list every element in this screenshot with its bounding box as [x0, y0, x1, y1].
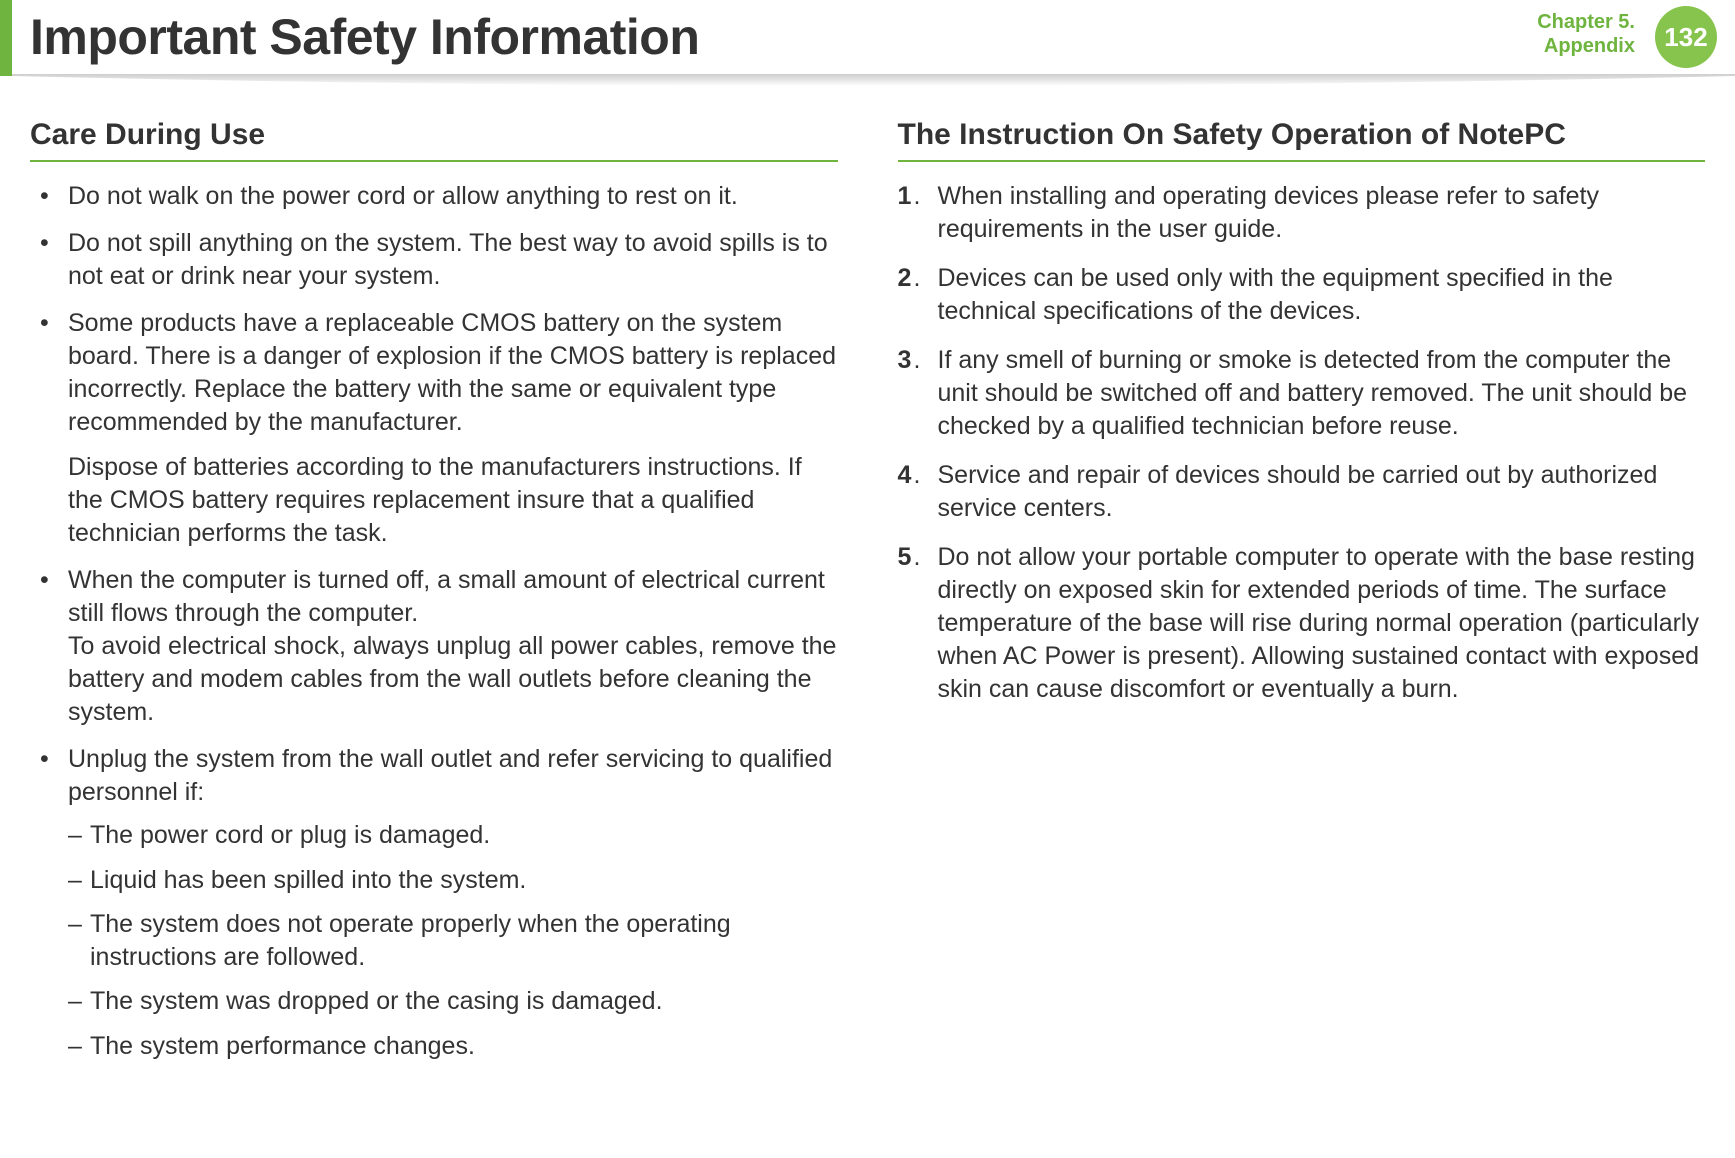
care-bullet-list: Do not walk on the power cord or allow a…: [30, 180, 838, 439]
care-bullet: Do not walk on the power cord or allow a…: [30, 180, 838, 213]
notepc-number-list: When installing and operating devices pl…: [898, 180, 1706, 706]
left-column: Care During Use Do not walk on the power…: [30, 118, 838, 1076]
chapter-label: Chapter 5. Appendix: [1537, 10, 1635, 58]
notepc-item: Devices can be used only with the equipm…: [898, 262, 1706, 328]
notepc-item: When installing and operating devices pl…: [898, 180, 1706, 246]
care-bullet-text: Unplug the system from the wall outlet a…: [68, 745, 832, 806]
care-dash-item: The system performance changes.: [68, 1030, 838, 1063]
care-bullet-continuation: Dispose of batteries according to the ma…: [68, 451, 838, 550]
right-column: The Instruction On Safety Operation of N…: [898, 118, 1706, 1076]
care-dash-item: The system was dropped or the casing is …: [68, 985, 838, 1018]
care-during-use-heading: Care During Use: [30, 118, 838, 162]
care-bullet: When the computer is turned off, a small…: [30, 564, 838, 729]
notepc-item: Do not allow your portable computer to o…: [898, 541, 1706, 706]
page-header: Important Safety Information Chapter 5. …: [0, 0, 1735, 84]
page-number-badge: 132: [1655, 6, 1717, 68]
care-dash-item: The power cord or plug is damaged.: [68, 819, 838, 852]
care-bullet-list-2: When the computer is turned off, a small…: [30, 564, 838, 1062]
care-bullet: Do not spill anything on the system. The…: [30, 227, 838, 293]
care-dash-item: Liquid has been spilled into the system.: [68, 864, 838, 897]
chapter-line-2: Appendix: [1537, 34, 1635, 58]
notepc-item: If any smell of burning or smoke is dete…: [898, 344, 1706, 443]
header-shadow-icon: [12, 74, 1735, 98]
header-accent-bar: [0, 0, 12, 76]
care-dash-list: The power cord or plug is damaged. Liqui…: [68, 819, 838, 1062]
page-title: Important Safety Information: [30, 8, 699, 66]
care-dash-item: The system does not operate properly whe…: [68, 908, 838, 973]
chapter-line-1: Chapter 5.: [1537, 10, 1635, 34]
notepc-item: Service and repair of devices should be …: [898, 459, 1706, 525]
care-bullet: Unplug the system from the wall outlet a…: [30, 743, 838, 1062]
care-bullet: Some products have a replaceable CMOS ba…: [30, 307, 838, 439]
content-columns: Care During Use Do not walk on the power…: [30, 118, 1705, 1076]
notepc-heading: The Instruction On Safety Operation of N…: [898, 118, 1706, 162]
